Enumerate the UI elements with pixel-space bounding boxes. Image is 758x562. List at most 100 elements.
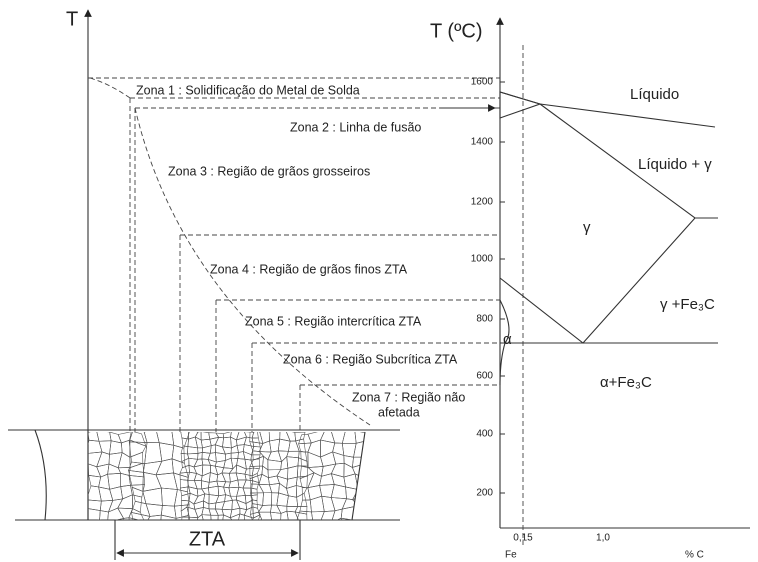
grain: [288, 520, 299, 530]
grain: [209, 503, 216, 509]
grain: [277, 476, 288, 488]
grain: [277, 493, 289, 506]
grain: [88, 430, 99, 441]
grain: [202, 515, 212, 524]
grain: [320, 484, 335, 497]
grain: [364, 431, 376, 442]
grain: [143, 488, 163, 505]
grain: [352, 457, 365, 467]
zone-label: afetada: [378, 405, 420, 419]
x-tick-label: 1,0: [596, 533, 610, 544]
grain: [341, 506, 358, 520]
grain: [269, 483, 279, 493]
grain: [131, 512, 149, 531]
grain: [297, 466, 307, 477]
grain: [272, 522, 281, 531]
grain: [201, 439, 211, 448]
grain: [202, 488, 209, 495]
weld-section: [8, 428, 400, 534]
grain: [251, 495, 257, 501]
grain: [216, 433, 224, 438]
grain: [110, 487, 123, 501]
zone-label: Zona 1 : Solidificação do Metal de Solda: [136, 83, 360, 97]
grain: [108, 499, 122, 512]
grain: [331, 463, 344, 477]
x-start-label: Fe: [505, 550, 517, 561]
grain: [97, 464, 109, 477]
grain: [263, 493, 272, 506]
grain: [355, 431, 369, 444]
grain: [250, 466, 263, 479]
grain: [210, 437, 219, 445]
grain: [231, 496, 237, 500]
grain: [236, 465, 246, 474]
grain: [252, 481, 259, 489]
grain: [299, 434, 312, 444]
grain: [297, 521, 307, 534]
grain: [229, 465, 236, 473]
grain: [295, 512, 307, 522]
region-label: Líquido + γ: [638, 156, 712, 173]
grain: [286, 430, 296, 441]
grain: [129, 463, 144, 477]
grain: [258, 505, 271, 512]
zone-label: Zona 6 : Região Subcrítica ZTA: [283, 352, 458, 366]
y-tick-label: 1600: [471, 77, 494, 88]
grain: [236, 495, 246, 503]
zone-label: Zona 5 : Região intercrítica ZTA: [245, 314, 422, 328]
grain: [320, 523, 335, 534]
grain: [331, 429, 346, 443]
grain: [230, 508, 240, 518]
grain: [156, 459, 173, 475]
region-label: γ +Fe₃C: [660, 296, 715, 313]
grain: [364, 441, 379, 457]
grain: [287, 457, 299, 469]
grain: [287, 496, 298, 507]
grain: [298, 458, 307, 466]
region-label: α+Fe₃C: [600, 374, 652, 391]
grain: [88, 464, 100, 477]
y-tick-label: 1200: [471, 197, 494, 208]
diagram: T Zona 1 : Solidificação do Metal de Sol…: [0, 0, 758, 562]
grain: [259, 474, 270, 484]
grain: [189, 517, 198, 524]
y-tick-label: 200: [476, 488, 493, 499]
grain: [320, 511, 335, 523]
temp-axis-label: T (ºC): [430, 20, 482, 42]
region-label: Líquido: [630, 86, 679, 103]
zone-label: Zona 7 : Região não: [352, 390, 465, 404]
grain: [130, 431, 146, 446]
grain: [278, 439, 290, 451]
zone-label: Zona 3 : Região de grãos grosseiros: [168, 164, 370, 178]
grain: [222, 437, 231, 448]
zone-label: Zona 4 : Região de grãos finos ZTA: [210, 262, 408, 276]
grain: [365, 495, 378, 512]
t-axis-label: T: [66, 8, 78, 30]
grain: [194, 480, 201, 489]
grain: [145, 443, 162, 464]
grain: [229, 487, 239, 496]
grain: [251, 515, 260, 522]
grain: [331, 484, 346, 498]
grain: [297, 511, 313, 521]
grain: [250, 456, 264, 466]
grain: [277, 505, 287, 513]
zta-label: ZTA: [189, 528, 226, 550]
grain: [222, 473, 230, 482]
grain: [236, 500, 246, 510]
grain: [251, 459, 259, 469]
grain: [333, 452, 345, 464]
grain: [96, 430, 111, 441]
grain: [222, 447, 231, 454]
grain: [353, 506, 366, 520]
grain: [300, 500, 312, 512]
grain: [238, 480, 246, 488]
grain: [238, 514, 245, 523]
grain: [132, 495, 141, 512]
grain: [109, 441, 122, 455]
zone-label: Zona 2 : Linha de fusão: [290, 120, 421, 134]
grain: [231, 453, 238, 459]
phase-lines: [500, 92, 718, 385]
grain: [312, 521, 325, 530]
grain: [252, 468, 259, 476]
